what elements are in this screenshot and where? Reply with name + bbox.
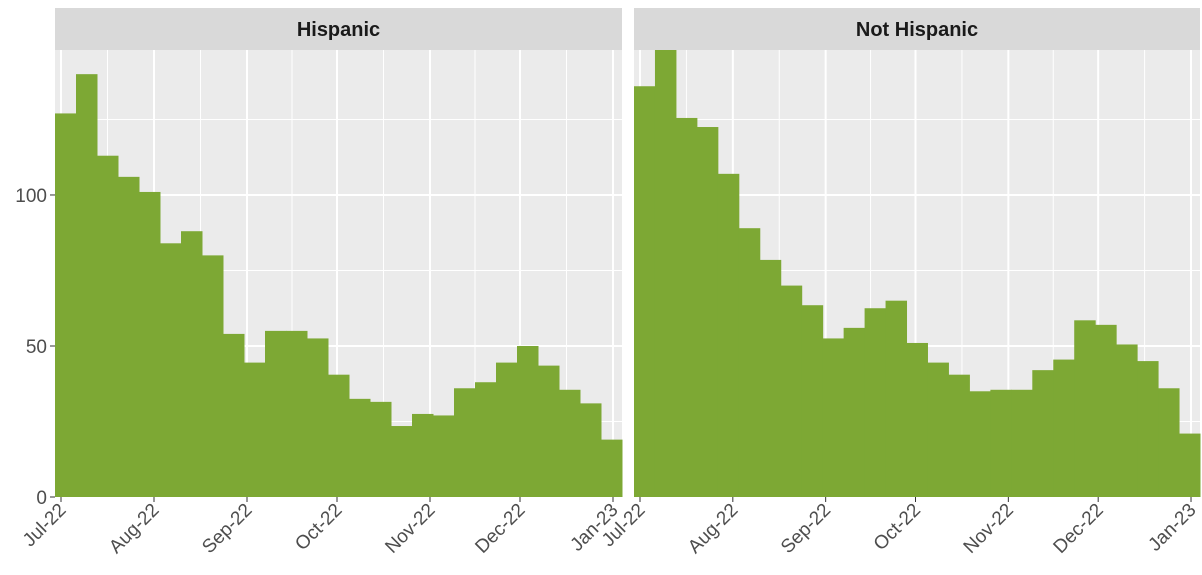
strip-background: [634, 8, 1200, 50]
bar: [391, 426, 413, 497]
bar: [969, 391, 991, 497]
bar: [454, 388, 476, 497]
bar: [654, 50, 677, 497]
x-tick-label: Aug-22: [105, 500, 163, 558]
x-tick-label: Oct-22: [291, 500, 346, 555]
bar: [244, 362, 266, 497]
bar: [822, 338, 845, 497]
y-tick-label: 100: [15, 186, 47, 207]
bar: [759, 259, 782, 497]
strip-label: Hispanic: [297, 19, 380, 41]
bar: [696, 127, 719, 497]
x-tick-label: Sep-22: [198, 500, 256, 558]
x-tick-label: Aug-22: [684, 500, 742, 558]
bar: [906, 342, 928, 497]
bar: [717, 173, 740, 497]
bar: [328, 374, 350, 497]
bar: [1095, 324, 1117, 497]
bar: [223, 333, 245, 497]
bar: [675, 117, 698, 497]
bar: [601, 439, 623, 497]
bar: [1137, 361, 1159, 497]
bar: [496, 362, 518, 497]
x-tick-label: Sep-22: [777, 500, 835, 558]
bar: [843, 327, 866, 497]
bar: [1116, 344, 1138, 497]
bar: [139, 191, 161, 497]
bar: [55, 113, 77, 498]
bar: [412, 413, 434, 497]
bar: [307, 338, 329, 497]
bar: [738, 228, 761, 497]
bar: [433, 415, 455, 497]
bar: [1053, 359, 1075, 497]
bar: [1179, 433, 1201, 497]
bar: [990, 389, 1012, 497]
bar: [97, 155, 119, 497]
x-tick-label: Jan-23: [1145, 500, 1201, 556]
x-tick-label: Dec-22: [471, 500, 529, 558]
bar: [801, 305, 824, 497]
x-tick-label: Nov-22: [960, 500, 1018, 558]
strip-background: [55, 8, 622, 50]
bar: [1032, 370, 1054, 497]
bar: [286, 330, 308, 497]
bar: [475, 382, 497, 497]
strip-label: Not Hispanic: [856, 19, 978, 41]
bar: [202, 255, 224, 497]
bar: [948, 374, 970, 497]
bar: [634, 86, 656, 498]
y-tick-label: 0: [36, 488, 47, 509]
bar: [1011, 389, 1033, 497]
x-tick-label: Oct-22: [870, 500, 925, 555]
bar: [580, 403, 602, 497]
bar: [1158, 388, 1180, 497]
bar: [780, 285, 803, 497]
bar: [349, 398, 371, 497]
bar: [517, 345, 539, 497]
bar: [1074, 320, 1096, 497]
bar: [181, 231, 203, 497]
bar: [265, 330, 287, 497]
x-tick-label: Dec-22: [1050, 500, 1108, 558]
bar: [76, 74, 98, 497]
bar: [864, 308, 887, 497]
bar: [118, 176, 140, 497]
y-tick-label: 50: [26, 337, 47, 358]
bar: [370, 401, 392, 497]
bar: [885, 300, 908, 497]
bar: [538, 365, 560, 497]
x-tick-label: Nov-22: [381, 500, 439, 558]
bar: [927, 362, 949, 497]
bar: [160, 243, 182, 497]
bar: [559, 389, 581, 497]
